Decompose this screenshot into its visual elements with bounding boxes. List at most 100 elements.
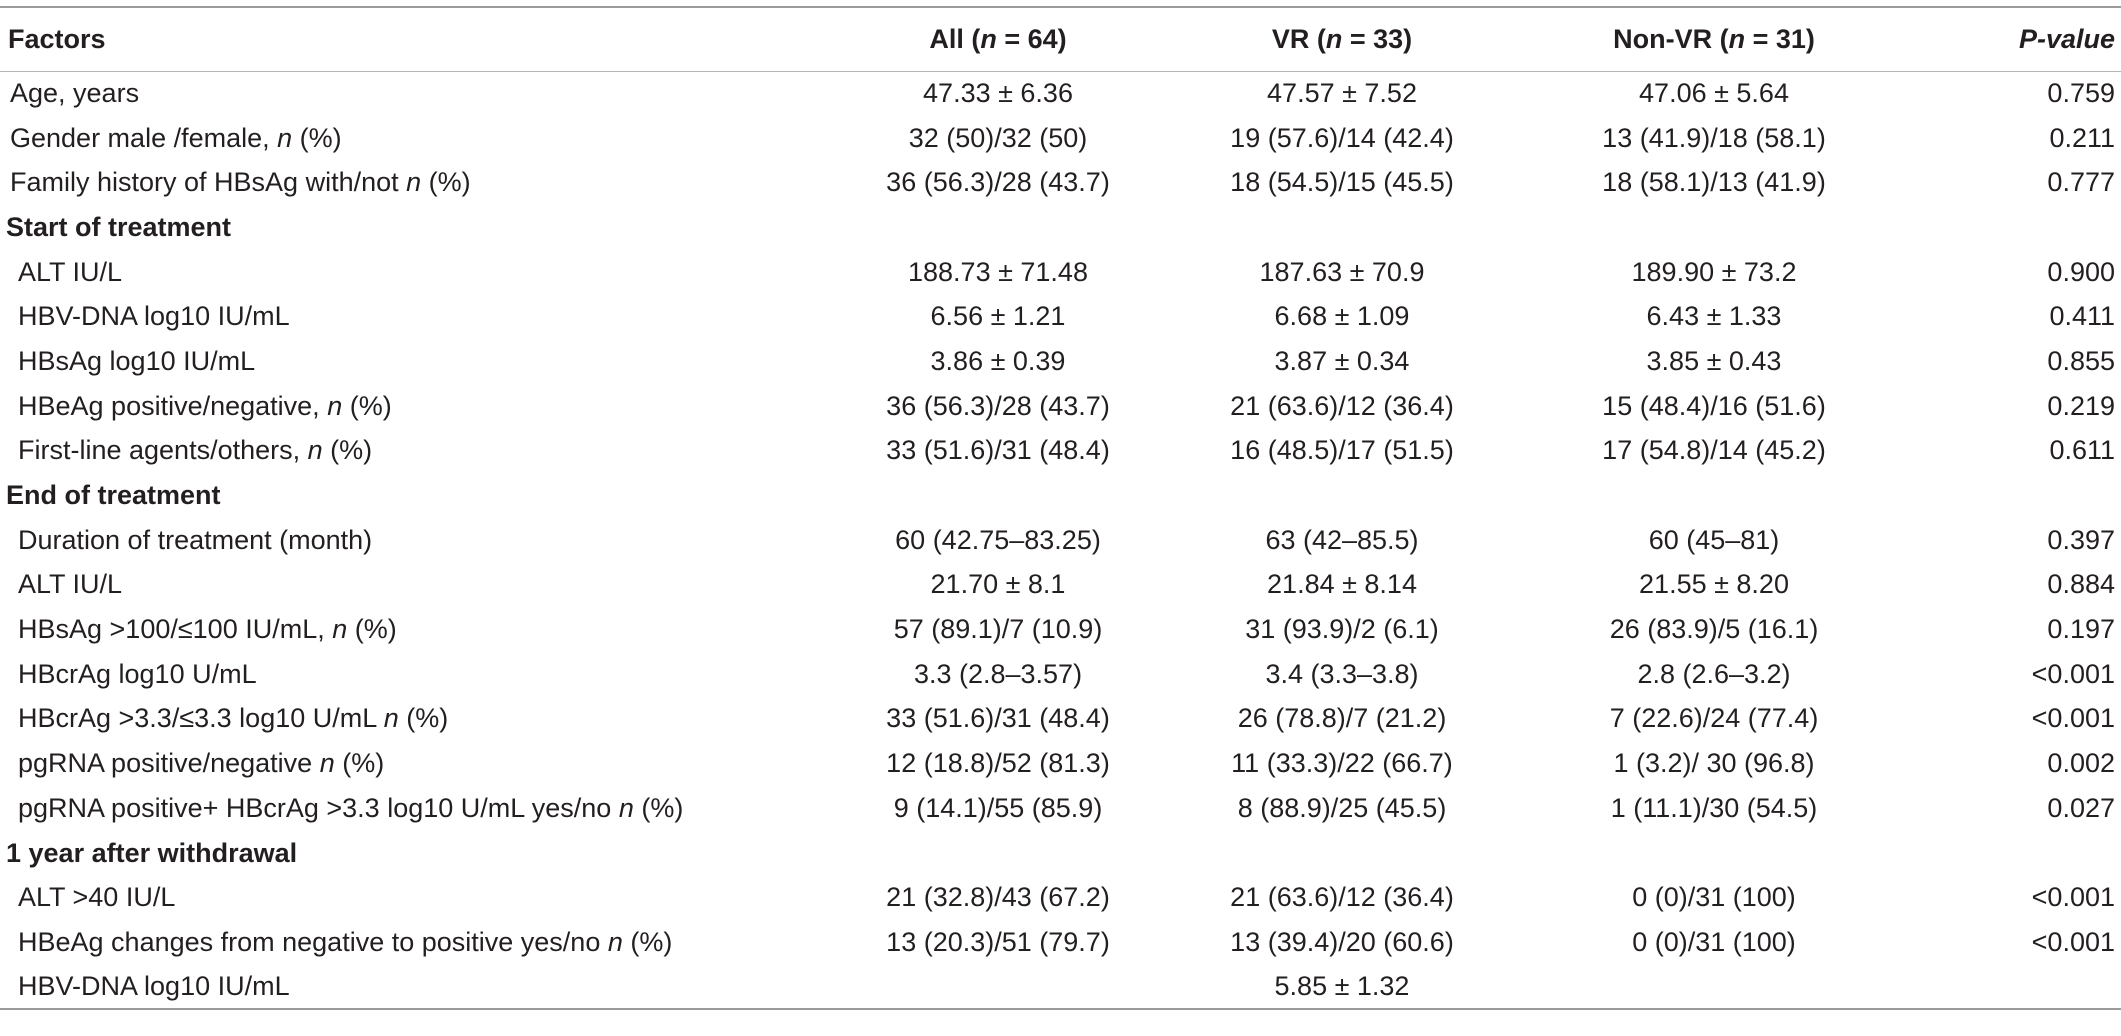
header-nonvr-post: = 31) xyxy=(1745,23,1815,54)
table-row: pgRNA positive/negative n (%) 12 (18.8)/5… xyxy=(0,741,2121,786)
nonvr-value-cell: 18 (58.1)/13 (41.9) xyxy=(1602,167,1826,198)
section-header-row: Start of treatment xyxy=(0,205,2121,250)
all-value-cell: 36 (56.3)/28 (43.7) xyxy=(886,167,1110,198)
factor-label: HBcrAg >3.3/≤3.3 log10 U/mL xyxy=(18,703,384,734)
factor-label: pgRNA positive/negative xyxy=(18,748,320,779)
factor-label: First-line agents/others, xyxy=(18,435,308,466)
factor-label: HBeAg changes from negative to positive … xyxy=(18,926,608,957)
header-all-n: n xyxy=(980,23,997,54)
all-value-cell: 33 (51.6)/31 (48.4) xyxy=(886,435,1110,466)
factor-n-symbol: n xyxy=(307,435,323,466)
empty-cell xyxy=(1156,205,1528,250)
pvalue-cell: 0.777 xyxy=(2047,167,2115,198)
pvalue-cell: 0.611 xyxy=(2049,435,2115,466)
factor-cell: Age, years xyxy=(0,71,840,116)
table-row: Gender male /female, n (%) 32 (50)/32 (50… xyxy=(0,116,2121,161)
factor-cell: HBcrAg log10 U/mL xyxy=(0,652,840,697)
factor-n-symbol: n xyxy=(383,703,399,734)
all-value-cell: 57 (89.1)/7 (10.9) xyxy=(893,614,1103,645)
factor-n-symbol: n xyxy=(277,122,293,153)
vr-value-cell: 18 (54.5)/15 (45.5) xyxy=(1230,167,1454,198)
table-row: ALT >40 IU/L 21 (32.8)/43 (67.2) 21 (63.6)… xyxy=(0,875,2121,920)
nonvr-value-cell: 189.90 ± 73.2 xyxy=(1631,256,1797,287)
all-value-cell: 188.73 ± 71.48 xyxy=(908,256,1088,287)
table-row: First-line agents/others, n (%) 33 (51.6)… xyxy=(0,429,2121,474)
vr-value-cell: 19 (57.6)/14 (42.4) xyxy=(1230,122,1454,153)
factor-n-symbol: n xyxy=(319,748,335,779)
pvalue-cell: <0.001 xyxy=(2031,658,2115,689)
table-row: pgRNA positive+ HBcrAg >3.3 log10 U/mL y… xyxy=(0,786,2121,831)
factor-cell: ALT IU/L xyxy=(0,250,840,295)
pvalue-cell: 0.002 xyxy=(2047,748,2115,779)
empty-cell xyxy=(840,205,1156,250)
table-row: HBcrAg log10 U/mL 3.3 (2.8–3.57) 3.4 (3.3–… xyxy=(0,652,2121,697)
all-value-cell: 33 (51.6)/31 (48.4) xyxy=(886,703,1110,734)
factor-cell: HBcrAg >3.3/≤3.3 log10 U/mL n (%) xyxy=(0,697,840,742)
all-value-cell: 60 (42.75–83.25) xyxy=(895,524,1101,555)
header-nonvr-n: n xyxy=(1728,23,1746,54)
nonvr-value-cell: 17 (54.8)/14 (45.2) xyxy=(1602,435,1826,466)
nonvr-value-cell: 0 (0)/31 (100) xyxy=(1632,926,1796,957)
table-row: Duration of treatment (month) 60 (42.75–8… xyxy=(0,518,2121,563)
pvalue-cell: 0.900 xyxy=(2047,256,2115,287)
factor-label: Age, years xyxy=(10,78,140,109)
factor-cell: ALT >40 IU/L xyxy=(0,875,840,920)
factor-label-tail: (%) xyxy=(398,703,449,734)
factor-cell: Family history of HBsAg with/not n (%) xyxy=(0,160,840,205)
factor-cell: Duration of treatment (month) xyxy=(0,518,840,563)
factor-label-tail: (%) xyxy=(421,167,471,198)
all-value-cell xyxy=(840,964,1156,1011)
all-value-cell: 3.86 ± 0.39 xyxy=(930,345,1066,376)
header-vr-pre: VR ( xyxy=(1271,23,1326,54)
nonvr-value-cell: 1 (11.1)/30 (54.5) xyxy=(1610,792,1818,823)
nonvr-value-cell: 21.55 ± 8.20 xyxy=(1639,569,1789,600)
factor-cell: First-line agents/others, n (%) xyxy=(0,429,840,474)
empty-cell xyxy=(1156,473,1528,518)
factor-n-symbol: n xyxy=(406,167,422,198)
vr-value-cell: 187.63 ± 70.9 xyxy=(1259,256,1425,287)
all-value-cell: 21.70 ± 8.1 xyxy=(930,569,1066,600)
factor-cell: pgRNA positive/negative n (%) xyxy=(0,741,840,786)
header-nonvr-pre: Non-VR ( xyxy=(1613,23,1729,54)
vr-value-cell: 21.84 ± 8.14 xyxy=(1267,569,1417,600)
table-header: Factors All (n = 64) VR (n = 33) Non-VR … xyxy=(0,6,2121,72)
factor-cell: HBV-DNA log10 IU/mL xyxy=(0,964,840,1011)
pvalue-cell: 0.027 xyxy=(2047,792,2115,823)
factor-label: HBeAg positive/negative, xyxy=(18,390,328,421)
nonvr-value-cell: 3.85 ± 0.43 xyxy=(1646,345,1782,376)
factor-cell: HBsAg log10 IU/mL xyxy=(0,339,840,384)
nonvr-value-cell: 60 (45–81) xyxy=(1648,524,1780,555)
nonvr-value-cell: 13 (41.9)/18 (58.1) xyxy=(1602,122,1826,153)
factor-cell: HBsAg >100/≤100 IU/mL, n (%) xyxy=(0,607,840,652)
factor-n-symbol: n xyxy=(332,614,348,645)
nonvr-value-cell: 47.06 ± 5.64 xyxy=(1639,78,1789,109)
all-value-cell: 9 (14.1)/55 (85.9) xyxy=(893,792,1103,823)
empty-cell xyxy=(1156,831,1528,876)
nonvr-value-cell: 26 (83.9)/5 (16.1) xyxy=(1609,614,1819,645)
pvalue-cell: 0.197 xyxy=(2047,614,2115,645)
vr-value-cell: 16 (48.5)/17 (51.5) xyxy=(1230,435,1454,466)
table-row: HBcrAg >3.3/≤3.3 log10 U/mL n (%) 33 (51.… xyxy=(0,697,2121,742)
empty-cell xyxy=(1900,831,2121,876)
empty-cell xyxy=(840,831,1156,876)
factor-label: Duration of treatment (month) xyxy=(18,524,373,555)
section-title: 1 year after withdrawal xyxy=(6,837,298,868)
all-value-cell: 47.33 ± 6.36 xyxy=(923,78,1073,109)
empty-cell xyxy=(840,473,1156,518)
factor-label: HBV-DNA log10 IU/mL xyxy=(18,971,290,1002)
table-row: HBsAg log10 IU/mL 3.86 ± 0.39 3.87 ± 0.34 3… xyxy=(0,339,2121,384)
header-all-post: = 64) xyxy=(996,23,1067,54)
pvalue-cell: 0.397 xyxy=(2047,524,2115,555)
nonvr-value-cell: 1 (3.2)/ 30 (96.8) xyxy=(1613,748,1815,779)
pvalue-cell: <0.001 xyxy=(2031,926,2115,957)
factor-label-tail: (%) xyxy=(322,435,373,466)
vr-value-cell: 26 (78.8)/7 (21.2) xyxy=(1237,703,1447,734)
vr-value-cell: 3.87 ± 0.34 xyxy=(1274,345,1410,376)
table-row: ALT IU/L 188.73 ± 71.48 187.63 ± 70.9 189.9… xyxy=(0,250,2121,295)
factor-cell: HBeAg changes from negative to positive … xyxy=(0,920,840,965)
vr-value-cell: 63 (42–85.5) xyxy=(1265,524,1419,555)
header-all-pre: All ( xyxy=(929,23,981,54)
factor-cell: HBV-DNA log10 IU/mL xyxy=(0,294,840,339)
factor-label: Family history of HBsAg with/not xyxy=(10,167,407,198)
empty-cell xyxy=(1528,205,1900,250)
